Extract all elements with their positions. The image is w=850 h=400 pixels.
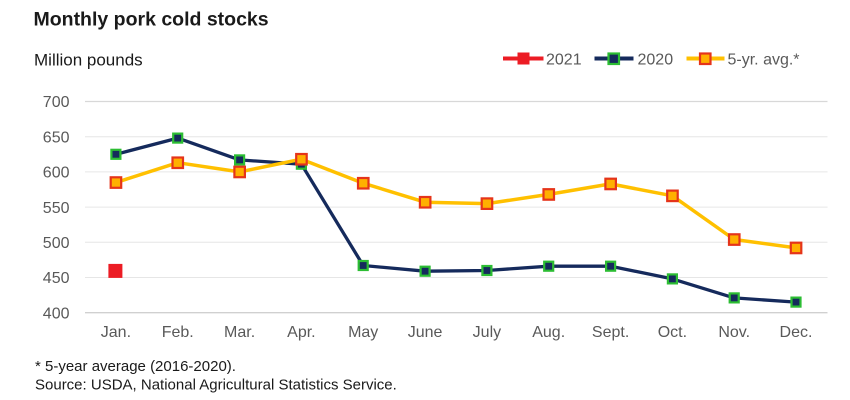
svg-text:600: 600 [43, 165, 70, 182]
svg-text:Oct.: Oct. [658, 324, 687, 341]
svg-text:Million pounds: Million pounds [34, 51, 143, 70]
svg-text:Dec.: Dec. [780, 324, 813, 341]
svg-text:Apr.: Apr. [287, 324, 315, 341]
svg-text:Mar.: Mar. [224, 324, 255, 341]
svg-text:500: 500 [43, 235, 70, 252]
svg-text:Feb.: Feb. [162, 324, 194, 341]
svg-text:700: 700 [43, 94, 70, 111]
svg-text:400: 400 [43, 305, 70, 322]
svg-text:Jan.: Jan. [101, 324, 131, 341]
svg-text:Nov.: Nov. [718, 324, 750, 341]
svg-text:Aug.: Aug. [532, 324, 565, 341]
svg-text:Source: USDA, National Agricul: Source: USDA, National Agricultural Stat… [35, 377, 397, 394]
svg-text:July: July [473, 324, 501, 341]
svg-text:June: June [408, 324, 443, 341]
svg-text:2021: 2021 [546, 51, 582, 68]
svg-text:650: 650 [43, 129, 70, 146]
svg-text:2020: 2020 [638, 51, 674, 68]
svg-text:* 5-year average (2016-2020).: * 5-year average (2016-2020). [35, 358, 236, 375]
svg-text:Monthly pork cold stocks: Monthly pork cold stocks [34, 8, 269, 30]
svg-text:May: May [348, 324, 378, 341]
svg-text:550: 550 [43, 200, 70, 217]
svg-text:5-yr. avg.*: 5-yr. avg.* [728, 51, 800, 68]
svg-text:Sept.: Sept. [592, 324, 629, 341]
svg-text:450: 450 [43, 270, 70, 287]
